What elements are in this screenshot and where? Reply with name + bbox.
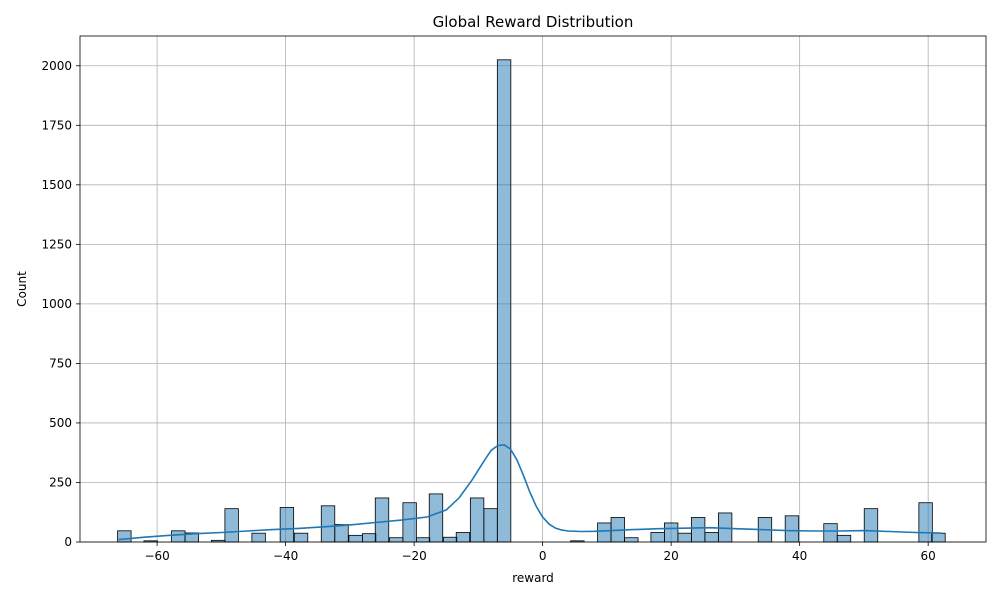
y-tick-label: 0 [64, 535, 72, 549]
histogram-bar [455, 532, 471, 543]
y-tick-label: 1750 [41, 118, 72, 132]
y-tick-label: 250 [49, 475, 72, 489]
histogram-bar [704, 532, 719, 543]
histogram-bar [597, 522, 612, 543]
histogram-bar [388, 537, 404, 543]
histogram-bar [279, 507, 295, 543]
x-axis-ticks: −60 −40 −20 0 20 40 60 [144, 542, 936, 563]
y-tick-label: 2000 [41, 59, 72, 73]
histogram-bar [117, 530, 132, 543]
histogram-bar [442, 536, 458, 543]
y-tick-label: 1500 [41, 178, 72, 192]
histogram-bar [496, 59, 512, 543]
kde-line [118, 443, 942, 541]
histogram-bar [251, 532, 266, 543]
x-tick-label: 20 [664, 549, 679, 563]
histogram-bar [402, 502, 417, 543]
histogram-bar [469, 497, 485, 543]
x-tick-label: −40 [273, 549, 298, 563]
histogram-bar [320, 505, 336, 543]
x-tick-label: −20 [401, 549, 426, 563]
histogram-bar [224, 508, 239, 543]
histogram-bar [650, 532, 665, 543]
y-tick-label: 750 [49, 356, 72, 370]
histogram-bar [293, 532, 309, 543]
histogram-bar [690, 517, 706, 543]
grid [80, 36, 986, 543]
x-tick-label: −60 [144, 549, 169, 563]
histogram-bar [664, 522, 679, 543]
histogram-bar [918, 502, 933, 543]
chart-title: Global Reward Distribution [433, 13, 634, 31]
x-tick-label: 40 [792, 549, 807, 563]
histogram-bar [348, 534, 363, 543]
histogram-bars [117, 59, 946, 543]
x-tick-label: 60 [921, 549, 936, 563]
plot-frame [79, 35, 987, 543]
histogram-bar [784, 515, 800, 543]
y-axis-label: Count [15, 271, 29, 307]
histogram-bar [863, 508, 879, 543]
y-tick-label: 1000 [41, 297, 72, 311]
histogram-bar [483, 508, 498, 543]
histogram-bar [374, 497, 390, 543]
histogram-bar [931, 532, 946, 543]
histogram-bar [677, 532, 692, 543]
histogram-bar [415, 537, 431, 543]
histogram-bar [823, 523, 838, 543]
histogram-bar [428, 493, 444, 543]
x-tick-label: 0 [539, 549, 547, 563]
histogram-bar [362, 533, 377, 543]
x-axis-label: reward [512, 571, 554, 585]
histogram-bar [334, 524, 349, 543]
y-tick-label: 500 [49, 416, 72, 430]
histogram-bar [836, 534, 852, 543]
y-tick-label: 1250 [41, 237, 72, 251]
histogram-bar [171, 530, 186, 543]
histogram-bar [624, 537, 639, 543]
y-axis-ticks: 0 250 500 750 1000 1250 1500 1750 2000 [41, 59, 80, 549]
